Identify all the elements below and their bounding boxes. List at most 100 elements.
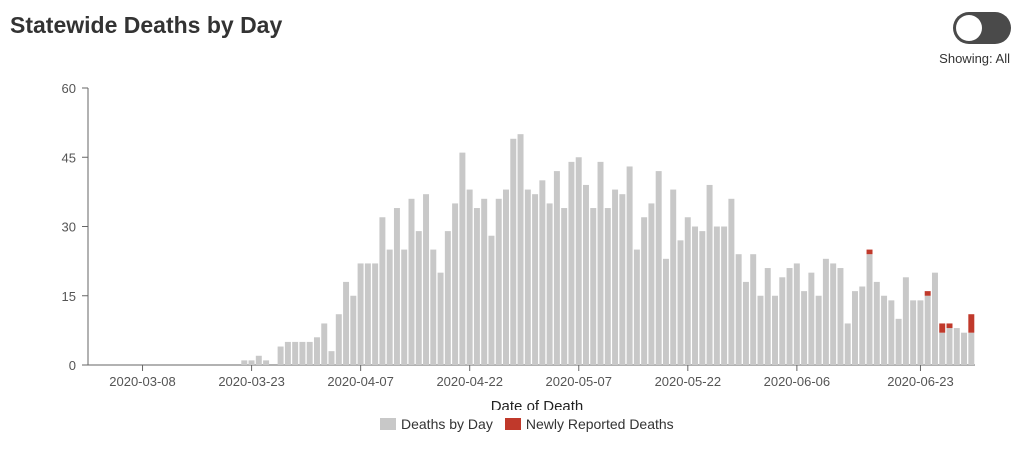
bar-deaths-by-day: [721, 226, 728, 365]
bar-deaths-by-day: [815, 295, 822, 365]
bar-deaths-by-day: [844, 323, 851, 365]
bar-deaths-by-day: [364, 263, 371, 365]
deaths-bar-chart: 0 15 30 45 60 2020-03-08 2020-03-23 2020-04-07 2…: [62, 81, 975, 410]
legend-label-new: Newly Reported Deaths: [525, 416, 674, 432]
bar-deaths-by-day: [473, 208, 480, 365]
bar-deaths-by-day: [931, 272, 938, 365]
bar-newly-reported: [939, 323, 946, 333]
bar-deaths-by-day: [328, 351, 335, 365]
bar-deaths-by-day: [662, 258, 669, 365]
x-tick-label: 2020-03-08: [109, 374, 176, 389]
bar-deaths-by-day: [750, 254, 757, 365]
bar-deaths-by-day: [801, 291, 808, 365]
bar-deaths-by-day: [597, 161, 604, 365]
bar-deaths-by-day: [430, 249, 437, 365]
bar-deaths-by-day: [888, 300, 895, 365]
bar-deaths-by-day: [808, 272, 815, 365]
bar-deaths-by-day: [401, 249, 408, 365]
bar-deaths-by-day: [684, 217, 691, 365]
y-tick-label: 15: [62, 289, 76, 304]
bar-deaths-by-day: [495, 198, 502, 365]
bar-deaths-by-day: [299, 341, 306, 365]
bar-deaths-by-day: [939, 332, 946, 365]
bar-deaths-by-day: [655, 171, 662, 365]
bar-deaths-by-day: [582, 184, 589, 365]
bar-deaths-by-day: [357, 263, 364, 365]
bar-deaths-by-day: [590, 208, 597, 365]
bar-deaths-by-day: [830, 263, 837, 365]
x-tick-label: 2020-04-22: [436, 374, 503, 389]
x-tick-label: 2020-06-06: [764, 374, 831, 389]
bar-deaths-by-day: [379, 217, 386, 365]
x-tick-label: 2020-05-07: [546, 374, 613, 389]
bar-deaths-by-day: [873, 281, 880, 365]
bar-deaths-by-day: [437, 272, 444, 365]
bar-deaths-by-day: [764, 268, 771, 365]
x-tick-label: 2020-05-22: [655, 374, 722, 389]
bar-deaths-by-day: [546, 203, 553, 365]
bar-deaths-by-day: [968, 332, 975, 365]
bar-deaths-by-day: [284, 341, 291, 365]
bar-deaths-by-day: [961, 332, 968, 365]
bar-deaths-by-day: [670, 189, 677, 365]
bar-deaths-by-day: [459, 152, 466, 365]
bar-deaths-by-day: [910, 300, 917, 365]
bar-deaths-by-day: [517, 134, 524, 365]
bar-deaths-by-day: [742, 281, 749, 365]
bar-deaths-by-day: [539, 180, 546, 365]
bar-deaths-by-day: [772, 295, 778, 365]
showing-status: Showing: All: [939, 51, 1010, 66]
chart-legend: Deaths by Day Newly Reported Deaths: [380, 416, 686, 432]
bar-deaths-by-day: [837, 268, 844, 365]
bar-deaths-by-day: [728, 198, 735, 365]
bar-deaths-by-day: [859, 286, 866, 365]
bar-deaths-by-day: [626, 166, 633, 365]
bar-deaths-by-day: [881, 295, 888, 365]
bar-deaths-by-day: [255, 355, 262, 365]
bar-deaths-by-day: [604, 208, 611, 365]
bar-deaths-by-day: [895, 318, 902, 365]
bar-deaths-by-day: [677, 240, 684, 365]
legend-swatch-new: [504, 418, 521, 430]
bar-deaths-by-day: [648, 203, 655, 365]
legend-item-deaths: Deaths by Day: [380, 416, 493, 432]
bar-deaths-by-day: [372, 263, 379, 365]
toggle-knob[interactable]: [956, 15, 982, 41]
bar-newly-reported: [924, 291, 931, 296]
bar-deaths-by-day: [568, 161, 575, 365]
bar-newly-reported: [968, 314, 975, 333]
bar-deaths-by-day: [415, 231, 422, 365]
y-tick-label: 0: [69, 358, 76, 373]
bar-deaths-by-day: [350, 295, 357, 365]
bar-deaths-by-day: [953, 328, 960, 365]
bar-deaths-by-day: [408, 198, 415, 365]
bar-deaths-by-day: [524, 189, 531, 365]
bar-deaths-by-day: [553, 171, 560, 365]
bar-deaths-by-day: [575, 157, 582, 365]
x-tick-label: 2020-06-23: [887, 374, 954, 389]
bar-deaths-by-day: [917, 300, 924, 365]
bar-deaths-by-day: [866, 254, 873, 365]
x-axis-title: Date of Death: [491, 398, 584, 410]
bar-deaths-by-day: [699, 231, 706, 365]
bar-deaths-by-day: [444, 231, 451, 365]
bar-deaths-by-day: [321, 323, 328, 365]
bar-deaths-by-day: [924, 295, 931, 365]
bar-deaths-by-day: [946, 328, 953, 365]
x-tick-label: 2020-04-07: [327, 374, 394, 389]
legend-item-new: Newly Reported Deaths: [504, 416, 674, 432]
bar-deaths-by-day: [481, 198, 488, 365]
bar-deaths-by-day: [561, 208, 568, 365]
bar-deaths-by-day: [510, 138, 517, 365]
bar-deaths-by-day: [757, 295, 764, 365]
bar-deaths-by-day: [263, 360, 270, 365]
bar-deaths-by-day: [822, 258, 829, 365]
bar-deaths-by-day: [735, 254, 742, 365]
show-all-toggle[interactable]: [953, 12, 1011, 44]
bar-deaths-by-day: [633, 249, 640, 365]
bar-deaths-by-day: [452, 203, 459, 365]
x-tick-label: 2020-03-23: [218, 374, 285, 389]
bar-deaths-by-day: [386, 249, 393, 365]
bar-deaths-by-day: [466, 189, 473, 365]
legend-swatch-deaths: [380, 418, 396, 430]
